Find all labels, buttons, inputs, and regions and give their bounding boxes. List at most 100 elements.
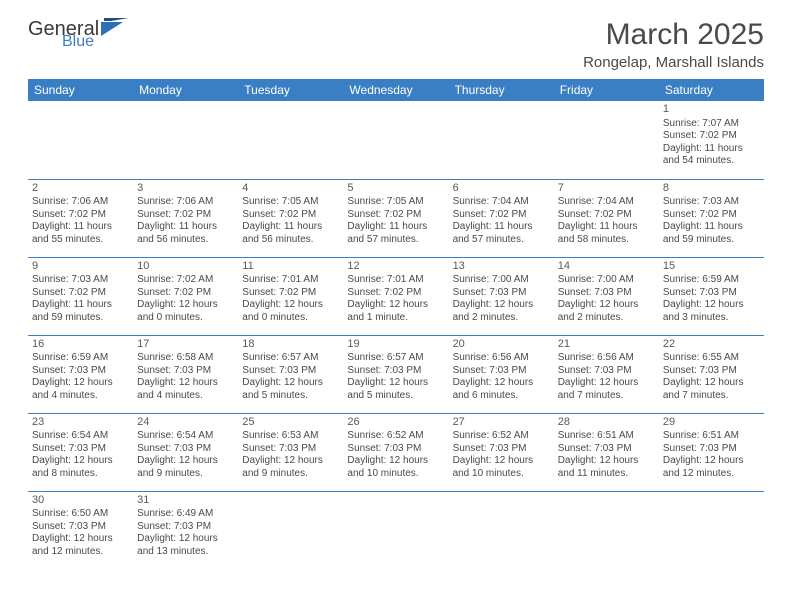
daylight-text: and 9 minutes. xyxy=(242,468,339,481)
calendar-cell xyxy=(28,101,133,179)
calendar-cell: 8Sunrise: 7:03 AMSunset: 7:02 PMDaylight… xyxy=(659,179,764,257)
sunset-text: Sunset: 7:03 PM xyxy=(453,287,550,300)
day-number: 19 xyxy=(347,338,444,352)
day-number: 17 xyxy=(137,338,234,352)
daylight-text: Daylight: 11 hours xyxy=(453,221,550,234)
sunset-text: Sunset: 7:03 PM xyxy=(242,365,339,378)
daylight-text: Daylight: 11 hours xyxy=(663,221,760,234)
calendar-cell: 2Sunrise: 7:06 AMSunset: 7:02 PMDaylight… xyxy=(28,179,133,257)
day-number: 28 xyxy=(558,416,655,430)
calendar-cell: 4Sunrise: 7:05 AMSunset: 7:02 PMDaylight… xyxy=(238,179,343,257)
sunrise-text: Sunrise: 6:57 AM xyxy=(347,352,444,365)
daylight-text: Daylight: 11 hours xyxy=(32,299,129,312)
daylight-text: and 11 minutes. xyxy=(558,468,655,481)
sunset-text: Sunset: 7:03 PM xyxy=(32,521,129,534)
calendar-cell xyxy=(238,101,343,179)
sunrise-text: Sunrise: 7:02 AM xyxy=(137,274,234,287)
daylight-text: and 8 minutes. xyxy=(32,468,129,481)
day-number: 22 xyxy=(663,338,760,352)
daylight-text: and 59 minutes. xyxy=(663,234,760,247)
sunset-text: Sunset: 7:03 PM xyxy=(663,443,760,456)
day-number: 9 xyxy=(32,260,129,274)
calendar-cell: 16Sunrise: 6:59 AMSunset: 7:03 PMDayligh… xyxy=(28,335,133,413)
sunrise-text: Sunrise: 7:00 AM xyxy=(453,274,550,287)
sunset-text: Sunset: 7:02 PM xyxy=(32,209,129,222)
day-header: Monday xyxy=(133,79,238,101)
sunrise-text: Sunrise: 6:58 AM xyxy=(137,352,234,365)
sunset-text: Sunset: 7:02 PM xyxy=(242,287,339,300)
calendar-week: 16Sunrise: 6:59 AMSunset: 7:03 PMDayligh… xyxy=(28,335,764,413)
sunset-text: Sunset: 7:03 PM xyxy=(558,443,655,456)
daylight-text: Daylight: 12 hours xyxy=(32,377,129,390)
daylight-text: Daylight: 12 hours xyxy=(558,455,655,468)
calendar-cell xyxy=(449,101,554,179)
daylight-text: Daylight: 11 hours xyxy=(347,221,444,234)
day-number: 30 xyxy=(32,494,129,508)
daylight-text: Daylight: 12 hours xyxy=(242,377,339,390)
calendar-cell: 28Sunrise: 6:51 AMSunset: 7:03 PMDayligh… xyxy=(554,413,659,491)
sunrise-text: Sunrise: 7:05 AM xyxy=(242,196,339,209)
sunrise-text: Sunrise: 7:07 AM xyxy=(663,118,760,131)
daylight-text: Daylight: 12 hours xyxy=(32,533,129,546)
calendar-cell: 17Sunrise: 6:58 AMSunset: 7:03 PMDayligh… xyxy=(133,335,238,413)
sunset-text: Sunset: 7:03 PM xyxy=(32,365,129,378)
sunset-text: Sunset: 7:03 PM xyxy=(663,365,760,378)
month-title: March 2025 xyxy=(583,18,764,52)
sunset-text: Sunset: 7:03 PM xyxy=(137,443,234,456)
sunset-text: Sunset: 7:03 PM xyxy=(242,443,339,456)
daylight-text: and 3 minutes. xyxy=(663,312,760,325)
day-number: 18 xyxy=(242,338,339,352)
daylight-text: and 7 minutes. xyxy=(558,390,655,403)
daylight-text: and 2 minutes. xyxy=(453,312,550,325)
sunrise-text: Sunrise: 7:00 AM xyxy=(558,274,655,287)
sunset-text: Sunset: 7:03 PM xyxy=(453,443,550,456)
calendar-cell: 13Sunrise: 7:00 AMSunset: 7:03 PMDayligh… xyxy=(449,257,554,335)
sunrise-text: Sunrise: 6:54 AM xyxy=(137,430,234,443)
sunrise-text: Sunrise: 7:06 AM xyxy=(32,196,129,209)
daylight-text: and 7 minutes. xyxy=(663,390,760,403)
sunset-text: Sunset: 7:02 PM xyxy=(347,287,444,300)
calendar-cell xyxy=(238,491,343,569)
logo: General Blue xyxy=(28,18,131,50)
daylight-text: and 58 minutes. xyxy=(558,234,655,247)
daylight-text: and 6 minutes. xyxy=(453,390,550,403)
calendar-cell xyxy=(554,491,659,569)
daylight-text: Daylight: 11 hours xyxy=(137,221,234,234)
daylight-text: Daylight: 12 hours xyxy=(663,455,760,468)
day-number: 1 xyxy=(663,103,760,117)
daylight-text: and 1 minute. xyxy=(347,312,444,325)
daylight-text: and 12 minutes. xyxy=(663,468,760,481)
day-number: 15 xyxy=(663,260,760,274)
daylight-text: and 12 minutes. xyxy=(32,546,129,559)
calendar-cell xyxy=(659,491,764,569)
day-number: 14 xyxy=(558,260,655,274)
daylight-text: and 56 minutes. xyxy=(137,234,234,247)
day-number: 10 xyxy=(137,260,234,274)
daylight-text: and 9 minutes. xyxy=(137,468,234,481)
day-number: 23 xyxy=(32,416,129,430)
daylight-text: and 5 minutes. xyxy=(347,390,444,403)
sunrise-text: Sunrise: 6:50 AM xyxy=(32,508,129,521)
calendar-cell xyxy=(343,101,448,179)
calendar-week: 1Sunrise: 7:07 AMSunset: 7:02 PMDaylight… xyxy=(28,101,764,179)
day-number: 11 xyxy=(242,260,339,274)
daylight-text: Daylight: 12 hours xyxy=(242,299,339,312)
sunset-text: Sunset: 7:03 PM xyxy=(663,287,760,300)
daylight-text: and 4 minutes. xyxy=(32,390,129,403)
daylight-text: Daylight: 12 hours xyxy=(453,299,550,312)
daylight-text: Daylight: 11 hours xyxy=(558,221,655,234)
day-header: Friday xyxy=(554,79,659,101)
calendar-cell: 29Sunrise: 6:51 AMSunset: 7:03 PMDayligh… xyxy=(659,413,764,491)
calendar-week: 2Sunrise: 7:06 AMSunset: 7:02 PMDaylight… xyxy=(28,179,764,257)
calendar-cell: 12Sunrise: 7:01 AMSunset: 7:02 PMDayligh… xyxy=(343,257,448,335)
calendar-cell: 5Sunrise: 7:05 AMSunset: 7:02 PMDaylight… xyxy=(343,179,448,257)
daylight-text: Daylight: 12 hours xyxy=(242,455,339,468)
calendar-cell: 24Sunrise: 6:54 AMSunset: 7:03 PMDayligh… xyxy=(133,413,238,491)
calendar-cell: 15Sunrise: 6:59 AMSunset: 7:03 PMDayligh… xyxy=(659,257,764,335)
sunrise-text: Sunrise: 6:59 AM xyxy=(663,274,760,287)
daylight-text: Daylight: 12 hours xyxy=(137,377,234,390)
sunset-text: Sunset: 7:03 PM xyxy=(347,365,444,378)
sunset-text: Sunset: 7:02 PM xyxy=(137,287,234,300)
sunrise-text: Sunrise: 6:51 AM xyxy=(663,430,760,443)
calendar-cell: 18Sunrise: 6:57 AMSunset: 7:03 PMDayligh… xyxy=(238,335,343,413)
